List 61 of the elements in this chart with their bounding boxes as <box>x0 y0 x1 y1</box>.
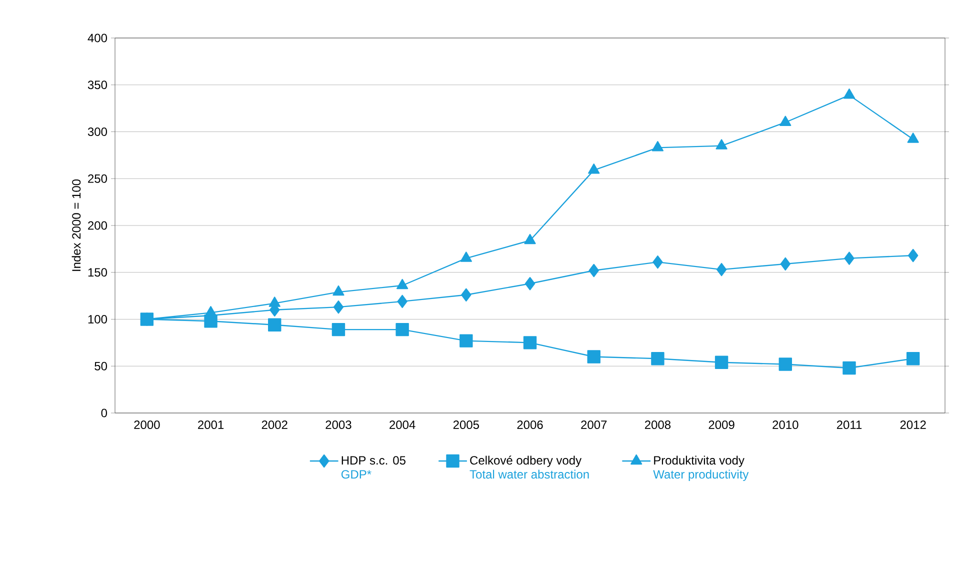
point <box>588 164 600 174</box>
legend-label: Produktivita vody <box>654 456 744 467</box>
x-tick-label: 2002 <box>262 420 288 430</box>
point <box>907 132 919 143</box>
point <box>716 139 728 150</box>
point <box>333 300 344 314</box>
point <box>906 352 920 366</box>
point <box>396 322 409 336</box>
y-tick-label: 0 <box>101 408 108 418</box>
text: Water productivity <box>653 470 749 481</box>
y-tick-label: 200 <box>88 221 108 230</box>
point <box>332 285 344 296</box>
point <box>652 255 663 269</box>
x-tick-label: 2011 <box>836 420 862 430</box>
point <box>461 288 472 302</box>
point <box>587 350 600 364</box>
x-tick-label: 2004 <box>390 420 416 430</box>
x-tick-label: 2003 <box>326 420 352 430</box>
x-tick-label: 2005 <box>453 420 479 430</box>
y-tick-label: 250 <box>88 174 108 183</box>
point <box>268 296 280 307</box>
point <box>397 294 408 308</box>
x-tick-label: 2009 <box>708 420 734 430</box>
text: GDP* <box>341 470 372 479</box>
point <box>780 116 792 126</box>
x-tick-label: 2010 <box>772 420 798 430</box>
y-axis-title: Index 2000 = 100 <box>72 179 81 271</box>
point <box>268 318 282 332</box>
y-tick-label: 400 <box>88 34 108 42</box>
point <box>396 278 408 290</box>
point <box>460 252 472 262</box>
x-tick-label: 2007 <box>581 420 607 430</box>
point <box>524 277 536 290</box>
x-tick-label: 2001 <box>198 420 224 430</box>
y-tick-label: 50 <box>94 362 108 370</box>
point <box>843 88 856 99</box>
y-tick-label: 350 <box>88 80 108 90</box>
point <box>714 356 728 369</box>
point <box>716 262 727 276</box>
x-tick-label: 2008 <box>644 420 671 430</box>
point <box>332 322 346 336</box>
y-tick-label: 150 <box>88 268 108 277</box>
point <box>523 336 537 350</box>
point <box>842 361 856 375</box>
point <box>844 252 854 265</box>
point <box>778 358 792 371</box>
text: Total water abstraction <box>470 470 589 479</box>
legend-label: Celkové odbery vody <box>470 456 582 467</box>
y-tick-label: 100 <box>88 315 108 324</box>
point <box>588 264 599 278</box>
y-tick-label: 300 <box>88 128 108 136</box>
point <box>460 334 473 348</box>
x-tick-label: 2006 <box>517 420 543 430</box>
point <box>651 352 664 366</box>
x-tick-label: 2012 <box>900 420 926 430</box>
legend-label: HDP s.c. 05 <box>342 456 406 465</box>
point <box>524 234 536 244</box>
point <box>652 141 664 152</box>
point <box>780 257 790 271</box>
x-tick-label: 2000 <box>134 420 160 430</box>
point <box>908 248 918 262</box>
